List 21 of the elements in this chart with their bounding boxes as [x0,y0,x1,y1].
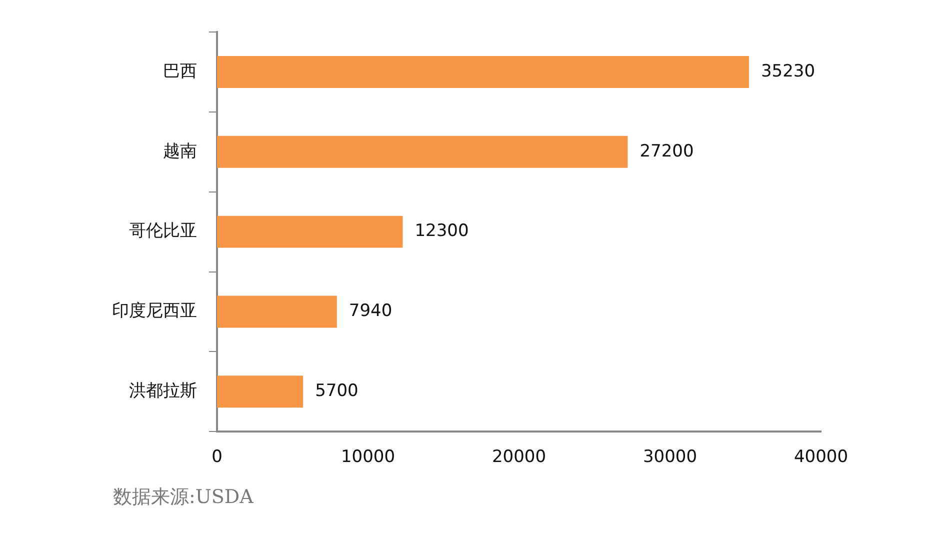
data-label: 12300 [414,221,469,242]
data-label: 35230 [760,61,816,82]
y-tick-label: 印度尼西亚 [112,301,197,322]
bar [217,56,749,88]
x-tick-label: 0 [212,447,222,468]
bar [217,296,337,328]
y-tick-label: 洪都拉斯 [129,381,197,402]
data-label: 5700 [315,381,358,402]
bar [217,136,628,168]
x-tick-label: 20000 [492,447,546,468]
x-tick-label: 40000 [794,447,848,468]
bar [217,216,403,248]
data-label: 27200 [640,141,694,162]
source-note: 数据来源:USDA [113,485,254,510]
data-label: 7940 [348,301,392,322]
y-tick-label: 巴西 [163,61,197,82]
bar [217,376,304,408]
x-tick-label: 30000 [642,447,698,468]
y-tick-label: 哥伦比亚 [129,221,197,242]
x-tick-label: 10000 [340,447,396,468]
y-tick-label: 越南 [163,141,197,162]
